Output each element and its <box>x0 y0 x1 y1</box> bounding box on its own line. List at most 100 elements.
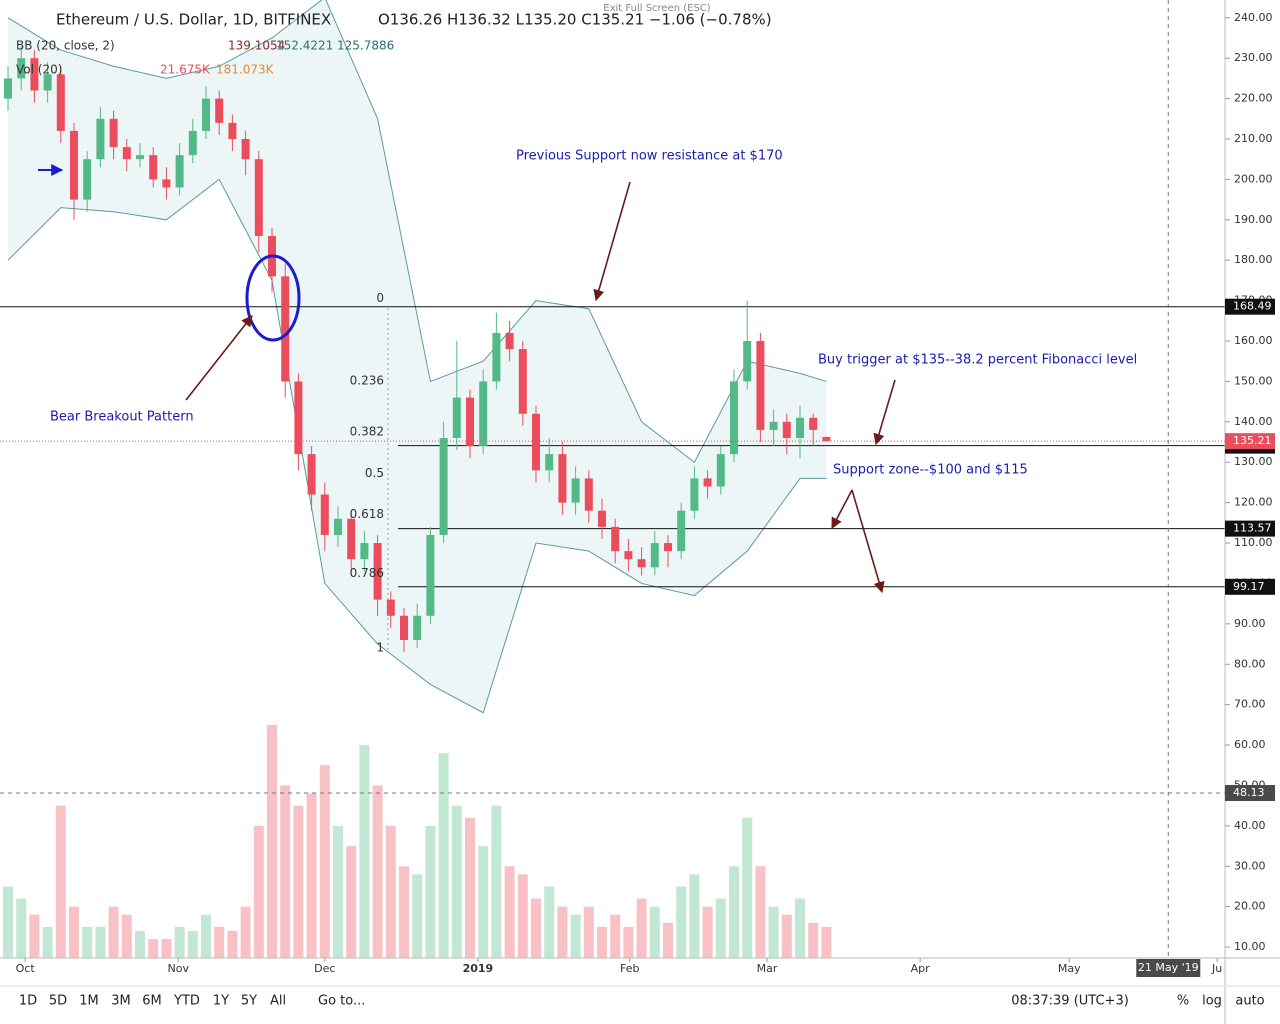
bb-value: 152.4221 <box>276 39 333 53</box>
candle-body <box>479 381 488 447</box>
ohlc: O136.26 H136.32 L135.20 C135.21 −1.06 (−… <box>378 11 772 29</box>
option-button[interactable]: log <box>1202 994 1222 1009</box>
candle-body <box>70 130 78 200</box>
price-box <box>1225 298 1275 315</box>
volume-bar <box>465 817 475 958</box>
candle-body <box>43 74 52 91</box>
volume-bar <box>108 906 119 958</box>
y-tick-label: 180.00 <box>1234 253 1273 266</box>
exit-fullscreen[interactable]: Exit Full Screen (ESC) <box>603 3 711 14</box>
candle-body <box>4 78 12 99</box>
bb-value: 139.1054 <box>228 39 285 53</box>
option-button[interactable]: auto <box>1235 994 1264 1009</box>
volume-bar <box>372 785 383 958</box>
price-box <box>1225 433 1275 450</box>
annotation: Support zone--$100 and $115 <box>833 463 1028 478</box>
y-tick-label: 200.00 <box>1234 172 1273 185</box>
range-button[interactable]: 1D <box>19 994 37 1009</box>
vol-value: 21.675K <box>160 63 211 77</box>
crosshair-label: 48.13 <box>1233 786 1265 799</box>
y-tick-label: 80.00 <box>1234 657 1266 670</box>
range-button[interactable]: 3M <box>111 994 131 1009</box>
x-tick-label: Dec <box>314 962 335 975</box>
volume-bar <box>531 898 541 958</box>
fib-label: 0.5 <box>365 466 384 480</box>
volume-bar <box>135 930 145 958</box>
option-button[interactable]: % <box>1177 994 1189 1009</box>
y-tick-label: 20.00 <box>1234 900 1266 913</box>
vol-label[interactable]: Vol (20) <box>16 63 62 77</box>
candle-body <box>716 454 725 487</box>
volume-bar <box>676 886 687 958</box>
volume-bar <box>583 906 594 958</box>
annotation: Bear Breakout Pattern <box>50 410 194 425</box>
y-tick-label: 230.00 <box>1234 51 1273 64</box>
volume-bar <box>385 825 396 958</box>
y-tick-label: 30.00 <box>1234 859 1266 872</box>
range-button[interactable]: 6M <box>142 994 162 1009</box>
volume-bar <box>755 866 766 958</box>
range-button[interactable]: 1Y <box>213 994 229 1009</box>
fib-label: 0 <box>376 291 384 305</box>
y-tick-label: 140.00 <box>1234 415 1273 428</box>
range-button[interactable]: 1M <box>79 994 99 1009</box>
bb-value: 125.7886 <box>337 39 394 53</box>
candle-body <box>96 118 105 160</box>
candle-body <box>149 155 158 180</box>
crosshair-box <box>1225 785 1275 802</box>
volume-bar <box>82 926 93 958</box>
goto[interactable]: Go to... <box>318 994 365 1009</box>
candle-body <box>505 332 514 350</box>
candle-body <box>782 421 791 438</box>
candle-body <box>360 543 369 560</box>
volume-bar <box>557 906 568 958</box>
fib-label: 0.786 <box>350 566 384 580</box>
volume-bar <box>214 926 225 958</box>
candle-body <box>532 413 540 471</box>
candle-body <box>611 526 620 552</box>
candle-body <box>320 494 329 535</box>
volume-bar <box>610 914 621 958</box>
volume-bar <box>161 939 172 958</box>
volume-bar <box>623 926 634 958</box>
symbol-title[interactable]: Ethereum / U.S. Dollar, 1D, BITFINEX <box>56 11 331 29</box>
candle-body <box>822 436 831 442</box>
volume-bar <box>649 906 660 958</box>
bb-label[interactable]: BB (20, close, 2) <box>16 39 115 53</box>
candle-body <box>466 397 474 447</box>
price-label: 135.21 <box>1233 434 1272 447</box>
candle-body <box>188 130 197 156</box>
candle-body <box>202 98 210 131</box>
volume-bar <box>636 898 647 958</box>
arrow <box>593 181 631 302</box>
volume-bar <box>174 926 185 958</box>
volume-bar <box>491 805 502 958</box>
volume-bar <box>333 825 343 958</box>
candle-body <box>677 510 686 552</box>
candle-body <box>664 543 672 552</box>
volume-bar <box>768 906 779 958</box>
volume-bar <box>399 866 409 958</box>
y-tick-label: 160.00 <box>1234 334 1273 347</box>
candle-body <box>571 478 580 503</box>
candle-body <box>136 155 144 160</box>
exit-button-bg <box>584 0 730 15</box>
y-tick-label: 240.00 <box>1234 11 1273 24</box>
candle-body <box>413 615 422 641</box>
candle-body <box>650 543 659 568</box>
candle-body <box>769 421 778 430</box>
range-button[interactable]: 5Y <box>241 994 257 1009</box>
candle-body <box>254 159 263 236</box>
candle-body <box>307 454 316 495</box>
candle-body <box>809 417 818 430</box>
arrow <box>185 315 253 401</box>
candle-body <box>743 341 752 382</box>
range-button[interactable]: YTD <box>173 994 200 1009</box>
volume-bar <box>781 914 792 958</box>
volume-bar <box>16 898 27 958</box>
range-button[interactable]: 5D <box>49 994 67 1009</box>
range-button[interactable]: All <box>270 994 286 1009</box>
volume-bar <box>729 866 739 958</box>
price-label: 113.57 <box>1233 522 1272 535</box>
